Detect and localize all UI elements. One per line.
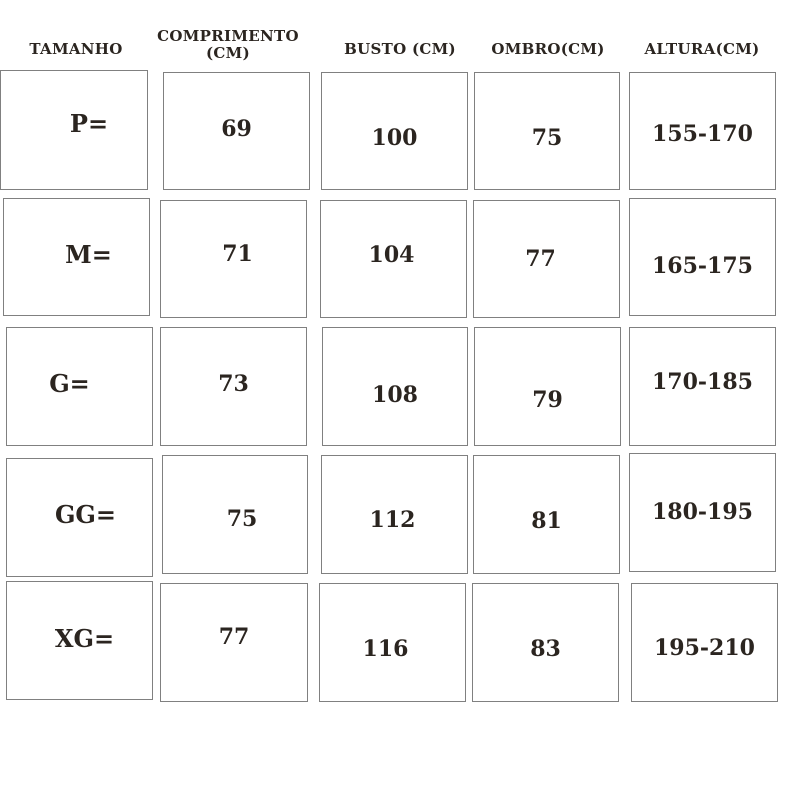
cell-busto: 104 [320, 200, 467, 318]
cell-comprimento: 71 [160, 200, 307, 318]
cell-altura: 195-210 [631, 583, 778, 702]
cell-size: GG= [6, 458, 153, 577]
cell-ombro: 81 [473, 455, 620, 574]
value: 73 [218, 370, 249, 397]
header-tamanho: TAMANHO [29, 40, 123, 58]
header-ombro: OMBRO(CM) [491, 40, 605, 58]
cell-comprimento: 77 [160, 583, 308, 702]
value: 165-175 [652, 253, 753, 279]
cell-comprimento: 75 [162, 455, 308, 574]
cell-altura: 155-170 [629, 72, 776, 190]
header-busto: BUSTO (CM) [344, 40, 456, 58]
value: 77 [218, 623, 250, 650]
value: 104 [368, 242, 415, 268]
value: 71 [222, 241, 253, 267]
value: 81 [531, 507, 562, 534]
header-comprimento: COMPRIMENTO (CM) [157, 27, 299, 62]
size-label: P= [69, 108, 109, 138]
cell-altura: 180-195 [629, 453, 776, 572]
cell-ombro: 79 [474, 327, 621, 446]
value: 83 [530, 635, 561, 662]
value: 180-195 [652, 498, 753, 525]
value: 77 [525, 246, 556, 272]
cell-size: XG= [6, 581, 153, 700]
cell-altura: 165-175 [629, 198, 776, 316]
value: 75 [531, 125, 563, 151]
value: 79 [532, 386, 563, 413]
cell-size: M= [3, 198, 150, 316]
cell-size: G= [6, 327, 153, 446]
value: 195-210 [654, 634, 755, 661]
size-label: GG= [54, 500, 117, 529]
value: 170-185 [652, 368, 753, 395]
cell-altura: 170-185 [629, 327, 776, 446]
cell-ombro: 83 [472, 583, 619, 702]
value: 116 [362, 635, 409, 662]
cell-ombro: 75 [474, 72, 620, 190]
cell-busto: 116 [319, 583, 466, 702]
cell-busto: 100 [321, 72, 468, 190]
value: 108 [372, 381, 418, 408]
value: 100 [371, 125, 418, 151]
header-altura: ALTURA(CM) [644, 40, 760, 58]
cell-comprimento: 69 [163, 72, 310, 190]
cell-comprimento: 73 [160, 327, 307, 446]
cell-busto: 108 [322, 327, 468, 446]
value: 69 [221, 116, 252, 142]
cell-busto: 112 [321, 455, 468, 574]
value: 155-170 [652, 121, 753, 147]
size-label: M= [65, 239, 112, 269]
value: 75 [226, 505, 258, 532]
size-label: G= [49, 369, 90, 398]
cell-size: P= [0, 70, 148, 190]
cell-ombro: 77 [473, 200, 620, 318]
value: 112 [369, 506, 416, 533]
size-label: XG= [54, 624, 115, 653]
